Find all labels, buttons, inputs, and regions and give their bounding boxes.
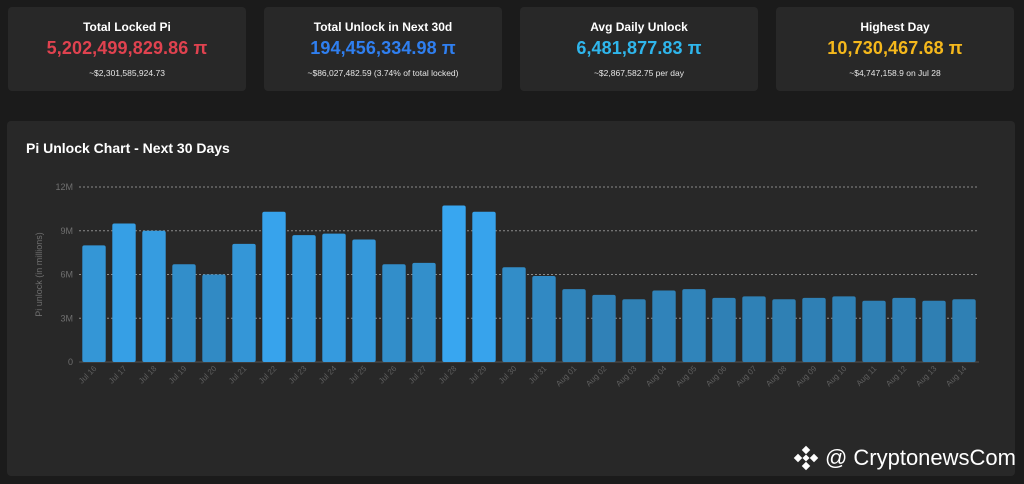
x-tick-label: Jul 28: [437, 364, 459, 386]
x-tick-label: Aug 13: [914, 364, 939, 389]
bar-jul-18[interactable]: [142, 230, 166, 362]
stat-subvalue: ~$86,027,482.59 (3.74% of total locked): [307, 68, 459, 78]
bar-jul-25[interactable]: [352, 239, 376, 363]
x-tick-label: Jul 29: [467, 364, 489, 386]
bar-jul-27[interactable]: [412, 262, 436, 362]
bar-aug-02[interactable]: [592, 294, 616, 362]
x-tick-label: Jul 23: [287, 364, 309, 386]
bar-aug-04[interactable]: [652, 290, 676, 362]
bar-jul-22[interactable]: [262, 211, 286, 362]
watermark: @ CryptonewsCom: [793, 445, 1016, 471]
x-tick-label: Aug 01: [554, 364, 579, 389]
bar-aug-06[interactable]: [712, 297, 736, 362]
x-tick-label: Aug 02: [584, 364, 609, 389]
stat-value: 6,481,877.83 π: [576, 38, 702, 58]
stat-label: Avg Daily Unlock: [590, 20, 688, 34]
bar-aug-13[interactable]: [922, 300, 946, 362]
stat-label: Total Unlock in Next 30d: [313, 20, 453, 34]
x-tick-label: Jul 18: [137, 364, 159, 386]
bar-aug-09[interactable]: [802, 297, 826, 362]
bar-aug-12[interactable]: [892, 297, 916, 362]
x-tick-label: Jul 30: [497, 364, 519, 386]
x-tick-label: Aug 05: [674, 364, 699, 389]
x-tick-label: Aug 11: [855, 364, 879, 388]
x-tick-label: Aug 04: [644, 364, 669, 389]
stat-label: Highest Day: [860, 20, 930, 34]
stat-subvalue: ~$2,867,582.75 per day: [593, 68, 685, 78]
x-tick-label: Jul 24: [317, 364, 339, 386]
bar-aug-01[interactable]: [562, 289, 586, 362]
bar-jul-21[interactable]: [232, 243, 256, 362]
stat-subvalue: ~$4,747,158.9 on Jul 28: [849, 68, 941, 78]
x-tick-label: Jul 17: [107, 364, 129, 386]
bar-jul-24[interactable]: [322, 233, 346, 362]
y-tick-label: 0: [68, 357, 73, 367]
stat-subvalue: ~$2,301,585,924.73: [89, 68, 165, 78]
bar-aug-10[interactable]: [832, 296, 856, 362]
y-tick-label: 6M: [60, 270, 73, 280]
stat-value: 10,730,467.68 π: [827, 38, 963, 58]
unlock-bar-chart: 0 3M 6M 9M 12M Pi unlock (in millions) Jul 16 J…: [34, 182, 979, 389]
bar-aug-08[interactable]: [772, 299, 796, 362]
x-tick-label: Jul 31: [527, 364, 549, 386]
bar-aug-05[interactable]: [682, 289, 706, 362]
stat-card-total-unlock: Total Unlock in Next 30d 194,456,334.98 …: [264, 7, 502, 91]
chart-panel: Pi Unlock Chart - Next 30 Days 0 3M 6M 9M 12…: [7, 121, 1015, 476]
chart-title: Pi Unlock Chart - Next 30 Days: [26, 140, 230, 156]
x-tick-label: Jul 20: [197, 364, 219, 386]
bar-jul-17[interactable]: [112, 223, 136, 362]
bar-jul-19[interactable]: [172, 264, 196, 362]
x-tick-label: Jul 25: [347, 364, 369, 386]
bar-jul-16[interactable]: [82, 245, 106, 362]
x-tick-label: Aug 03: [614, 364, 639, 389]
bar-jul-31[interactable]: [532, 275, 556, 362]
x-tick-label: Aug 06: [704, 364, 729, 389]
binance-logo-icon: [793, 445, 819, 471]
x-tick-label: Jul 27: [407, 364, 429, 386]
bar-jul-20[interactable]: [202, 274, 226, 363]
x-tick-label: Jul 19: [167, 364, 189, 386]
stat-label: Total Locked Pi: [83, 20, 171, 34]
y-tick-label: 9M: [60, 226, 73, 236]
x-tick-label: Aug 14: [944, 364, 969, 389]
stat-card-total-locked: Total Locked Pi 5,202,499,829.86 π ~$2,3…: [8, 7, 246, 91]
bar-jul-30[interactable]: [502, 267, 526, 362]
stat-value: 5,202,499,829.86 π: [46, 38, 208, 58]
y-axis-label: Pi unlock (in millions): [34, 232, 44, 317]
x-tick-label: Jul 26: [377, 364, 399, 386]
stat-value: 194,456,334.98 π: [310, 38, 456, 58]
x-tick-label: Aug 09: [794, 364, 819, 389]
x-tick-label: Jul 22: [257, 364, 279, 386]
watermark-text: @ CryptonewsCom: [824, 445, 1016, 470]
bar-aug-07[interactable]: [742, 296, 766, 362]
bar-jul-23[interactable]: [292, 235, 316, 362]
bar-aug-11[interactable]: [862, 300, 886, 362]
stat-card-avg-daily: Avg Daily Unlock 6,481,877.83 π ~$2,867,…: [520, 7, 758, 91]
x-tick-label: Jul 21: [227, 364, 249, 386]
x-tick-label: Aug 07: [734, 364, 759, 389]
bar-jul-29[interactable]: [472, 211, 496, 362]
bar-jul-28[interactable]: [442, 205, 466, 362]
bar-aug-03[interactable]: [622, 299, 646, 362]
x-tick-label: Aug 10: [824, 364, 849, 389]
x-tick-label: Jul 16: [77, 364, 99, 386]
x-tick-label: Aug 12: [884, 364, 909, 389]
x-tick-label: Aug 08: [764, 364, 789, 389]
y-tick-label: 3M: [60, 313, 73, 323]
y-tick-label: 12M: [55, 182, 73, 192]
bar-aug-14[interactable]: [952, 299, 976, 362]
bar-jul-26[interactable]: [382, 264, 406, 362]
stat-card-highest-day: Highest Day 10,730,467.68 π ~$4,747,158.…: [776, 7, 1014, 91]
